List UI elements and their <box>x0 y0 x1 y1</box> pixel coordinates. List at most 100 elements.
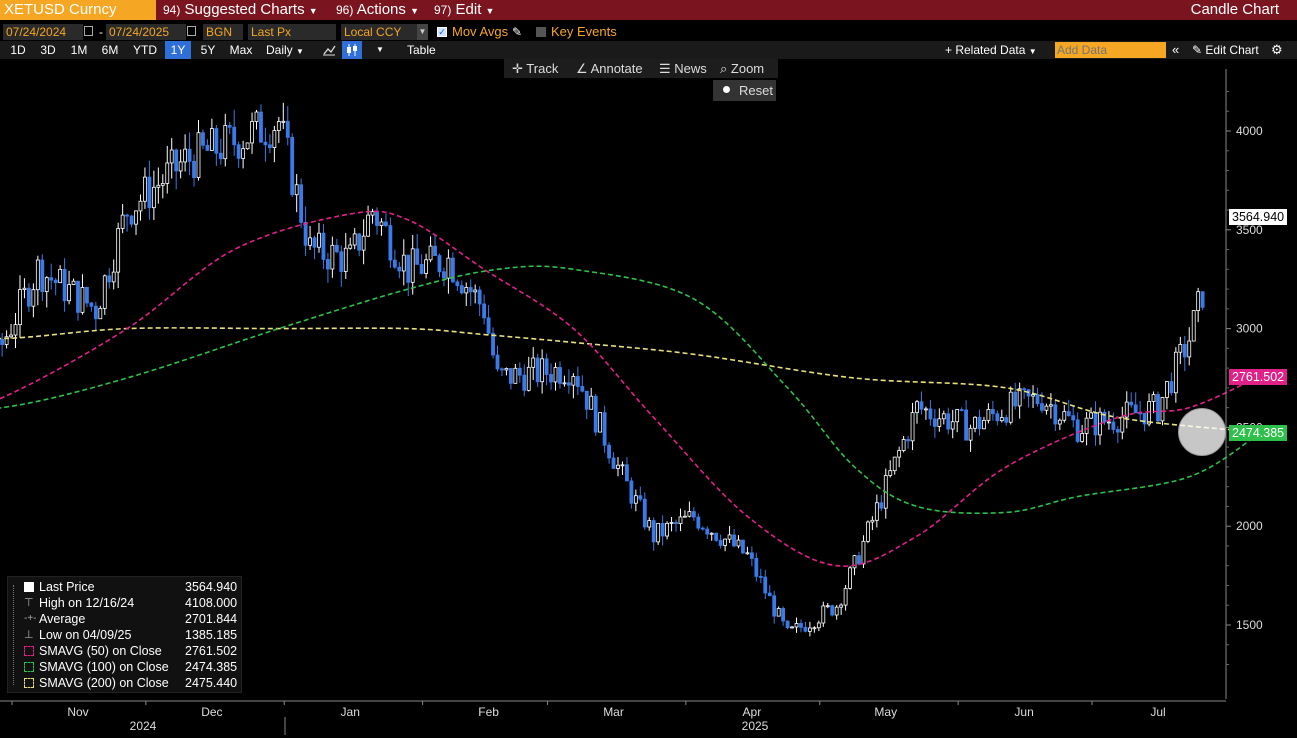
add-data-input[interactable] <box>1055 42 1166 58</box>
source-field[interactable]: BGN <box>203 24 243 40</box>
edit-chart-button[interactable]: ✎ Edit Chart <box>1192 41 1259 59</box>
candle-body <box>1115 429 1120 433</box>
candle-body <box>1017 388 1022 407</box>
legend-row-sma100[interactable]: SMAVG (100) on Close 2474.385 <box>8 659 243 675</box>
candle-body <box>0 338 5 345</box>
candle-body <box>410 248 415 283</box>
title-bar: XETUSD Curncy 94) Suggested Charts ▼ 96)… <box>0 0 1297 20</box>
mov-avgs-checkbox[interactable]: ✓ <box>437 27 447 37</box>
legend-row-sma200[interactable]: SMAVG (200) on Close 2475.440 <box>8 675 243 691</box>
candle-body <box>49 277 54 281</box>
currency-dropdown-icon[interactable]: ▼ <box>417 24 428 40</box>
currency-select[interactable]: Local CCY <box>341 24 417 40</box>
candle-body <box>1169 381 1174 394</box>
candle-body <box>428 245 433 261</box>
gear-icon[interactable]: ⚙ <box>1271 42 1283 57</box>
candle-body <box>151 186 156 209</box>
annotate-label: Annotate <box>590 61 643 76</box>
candle-body <box>517 367 522 376</box>
news-button[interactable]: ☰ News <box>659 59 707 78</box>
candle-body <box>1053 404 1058 425</box>
reset-button[interactable]: Reset <box>713 80 776 101</box>
ticker-field[interactable]: XETUSD Curncy <box>0 0 156 20</box>
y-tick-label: 3000 <box>1236 322 1263 336</box>
key-events-checkbox[interactable] <box>536 27 546 37</box>
collapse-icon[interactable]: « <box>1172 42 1180 57</box>
suggested-charts-menu[interactable]: 94) Suggested Charts ▼ <box>163 0 318 20</box>
end-date-field[interactable]: 07/24/2025 <box>106 24 186 40</box>
candle-body <box>317 232 321 248</box>
range-6m-button[interactable]: 6M <box>101 43 119 57</box>
candle-body <box>950 421 955 430</box>
range-1m-button[interactable]: 1M <box>70 43 88 57</box>
candle-body <box>598 412 603 433</box>
legend-row-average[interactable]: -+- Average 2701.844 <box>8 611 243 627</box>
candle-body <box>763 576 768 594</box>
candle-body <box>558 367 562 384</box>
candle-body <box>620 464 625 467</box>
frequency-select[interactable]: Daily ▼ <box>266 41 304 59</box>
candle-body <box>214 128 219 154</box>
range-3d-button[interactable]: 3D <box>40 43 56 57</box>
candle-body <box>705 528 710 535</box>
candle-body <box>959 409 964 411</box>
start-date-field[interactable]: 07/24/2024 <box>3 24 83 40</box>
candle-body <box>245 142 250 150</box>
candle-body <box>678 516 683 525</box>
candle-body <box>794 623 799 628</box>
price-field-select[interactable]: Last Px <box>248 24 336 40</box>
track-button[interactable]: ✛ Track <box>512 59 558 78</box>
candle-body <box>1133 404 1138 414</box>
candle-body <box>799 623 803 628</box>
table-button[interactable]: Table <box>407 43 436 57</box>
legend-value: 2475.440 <box>185 676 238 690</box>
edit-menu[interactable]: 97) Edit ▼ <box>434 0 494 20</box>
annotate-button[interactable]: ∠ Annotate <box>576 59 643 78</box>
legend-row-high[interactable]: ⊤ High on 12/16/24 4108.000 <box>8 595 243 611</box>
candle-chart-icon[interactable] <box>342 41 362 59</box>
last-price-tag: 3564.940 <box>1229 209 1288 225</box>
legend-row-last-price[interactable]: Last Price 3564.940 <box>8 579 243 595</box>
candle-body <box>1107 421 1111 424</box>
candle-body <box>732 534 736 547</box>
line-chart-icon[interactable] <box>320 41 338 59</box>
calendar-icon[interactable] <box>187 26 196 36</box>
candle-body <box>40 259 45 292</box>
range-max-button[interactable]: Max <box>229 43 253 57</box>
candle-body <box>1196 291 1201 311</box>
candle-body <box>607 444 611 459</box>
candle-body <box>299 184 304 223</box>
candle-body <box>781 608 786 622</box>
candle-body <box>375 211 379 226</box>
range-1d-button[interactable]: 1D <box>10 43 26 57</box>
candle-body <box>625 464 629 482</box>
related-data-menu[interactable]: + Related Data ▼ <box>945 41 1037 59</box>
candle-body <box>754 558 759 577</box>
range-ytd-button[interactable]: YTD <box>133 43 157 57</box>
pencil-icon[interactable]: ✎ <box>512 25 523 39</box>
candle-body <box>268 144 272 148</box>
candle-body <box>651 520 656 543</box>
candle-body <box>495 354 500 370</box>
candle-chart[interactable]: 400035003000250020001500NovDecJanFebMarA… <box>0 59 1297 738</box>
candle-body <box>656 523 661 543</box>
candle-body <box>571 376 576 386</box>
x-month-label: Nov <box>67 705 88 719</box>
x-month-label: May <box>874 705 897 719</box>
actions-menu[interactable]: 96) Actions ▼ <box>336 0 419 20</box>
range-5y-button[interactable]: 5Y <box>200 43 216 57</box>
candle-body <box>89 302 94 307</box>
candle-body <box>308 237 312 246</box>
zoom-button[interactable]: ⌕ Zoom <box>720 59 764 78</box>
candle-body <box>500 368 504 371</box>
candle-body <box>44 277 49 292</box>
chart-style-dropdown-icon[interactable]: ▼ <box>376 45 384 54</box>
range-1y-button[interactable]: 1Y <box>165 41 191 59</box>
candle-body <box>660 523 665 537</box>
legend-row-low[interactable]: ⊥ Low on 04/09/25 1385.185 <box>8 627 243 643</box>
candle-body <box>691 511 696 518</box>
candle-body <box>629 480 634 504</box>
calendar-icon[interactable] <box>84 26 93 36</box>
legend-row-sma50[interactable]: SMAVG (50) on Close 2761.502 <box>8 643 243 659</box>
candle-body <box>937 418 942 427</box>
